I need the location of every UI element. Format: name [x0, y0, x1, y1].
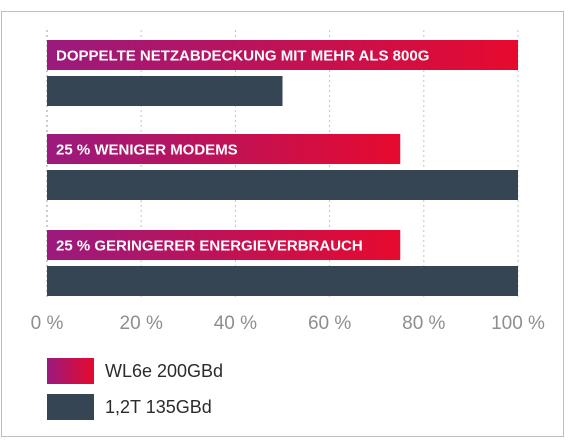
legend-label: 1,2T 135GBd — [105, 397, 212, 417]
x-tick-label: 100 % — [491, 313, 545, 334]
x-tick-label: 0 % — [31, 313, 64, 334]
bar-series-b — [47, 266, 518, 296]
category-label: 25 % GERINGERER ENERGIEVERBRAUCH — [56, 238, 363, 255]
category-label: DOPPELTE NETZABDECKUNG MIT MEHR ALS 800G — [56, 48, 429, 65]
bar-chart: DOPPELTE NETZABDECKUNG MIT MEHR ALS 800G… — [31, 30, 545, 420]
x-tick-label: 60 % — [308, 313, 351, 334]
bar-series-a — [47, 40, 518, 70]
legend-label: WL6e 200GBd — [105, 361, 223, 381]
x-tick-label: 80 % — [402, 313, 445, 334]
legend: WL6e 200GBd 1,2T 135GBd — [47, 358, 223, 420]
legend-swatch — [47, 358, 94, 384]
bar-series-b — [47, 76, 283, 106]
bars-group: DOPPELTE NETZABDECKUNG MIT MEHR ALS 800G… — [47, 40, 518, 296]
chart-frame: DOPPELTE NETZABDECKUNG MIT MEHR ALS 800G… — [1, 11, 564, 437]
x-tick-labels: 0 % 20 % 40 % 60 % 80 % 100 % — [31, 313, 545, 334]
x-tick-label: 40 % — [214, 313, 257, 334]
bar-series-b — [47, 170, 518, 200]
bar-series-a — [47, 230, 401, 260]
x-tick-label: 20 % — [120, 313, 163, 334]
legend-swatch — [47, 394, 94, 420]
category-label: 25 % WENIGER MODEMS — [56, 142, 238, 159]
bar-series-a — [47, 134, 401, 164]
